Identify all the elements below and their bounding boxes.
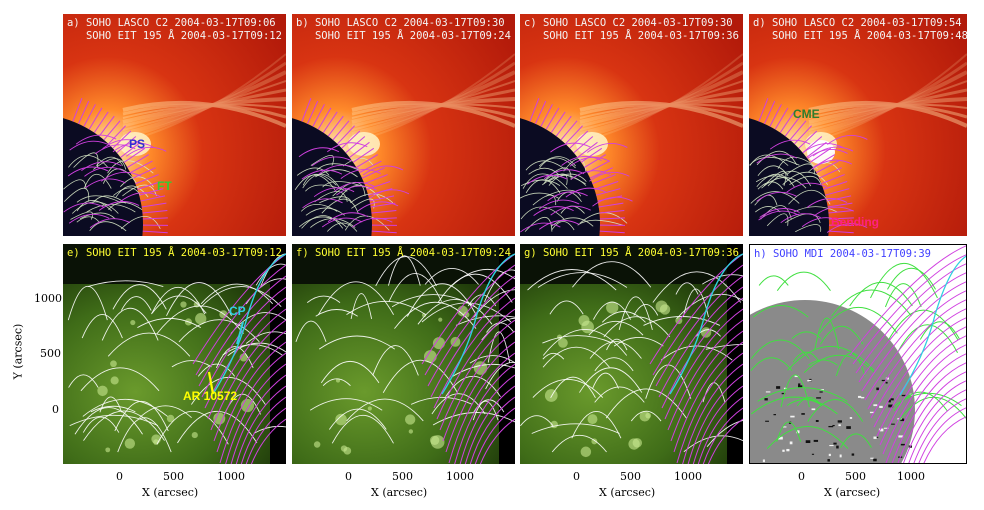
cp-field-line [669,253,743,395]
occulter-disk [292,118,372,236]
annotation-cme: CME [793,107,820,121]
panel-a: a) SOHO LASCO C2 2004-03-17T09:06 SOHO E… [63,14,286,236]
x-tick-g-0: 0 [573,470,580,483]
panel-g: g) SOHO EIT 195 Å 2004-03-17T09:36 [520,244,743,464]
x-axis-title-h: X (arcsec) [824,486,881,499]
x-tick-h-1000: 1000 [897,470,925,483]
eit-inset [520,156,628,232]
annotation-ps: PS [129,137,146,151]
lasco-image-d [749,14,967,236]
lasco-image-c [520,14,743,236]
panel-e: e) SOHO EIT 195 Å 2004-03-17T09:12 CP AR… [63,244,286,464]
panel-c: c) SOHO LASCO C2 2004-03-17T09:30 SOHO E… [520,14,743,236]
eit-image-f [292,244,515,464]
x-tick-g-500: 500 [620,470,641,483]
y-tick-0: 0 [52,403,59,416]
panel-a-label: a) SOHO LASCO C2 2004-03-17T09:06 SOHO E… [67,17,282,42]
y-axis-title: Y (arcsec) [11,323,25,380]
open-field-lines [63,97,168,234]
x-tick-e-1000: 1000 [217,470,245,483]
panel-h: h) SOHO MDI 2004-03-17T09:39 [749,244,967,464]
panel-c-label: c) SOHO LASCO C2 2004-03-17T09:30 SOHO E… [524,17,739,42]
open-field-lines [298,97,410,234]
closed-field-lines [67,253,286,453]
x-axis-title-e: X (arcsec) [142,486,199,499]
eit-inset [294,154,394,232]
lasco-image-b [292,14,515,236]
eit-image-g [520,244,743,464]
panel-d: d) SOHO LASCO C2 2004-03-17T09:54 SOHO E… [749,14,967,236]
x-tick-f-1000: 1000 [446,470,474,483]
annotation-ar: AR 10572 [183,389,238,403]
x-tick-e-500: 500 [163,470,184,483]
y-tick-500: 500 [40,347,61,360]
annotation-ft: FT [157,179,172,193]
coronal-streamers [579,53,743,143]
open-field-lines [520,97,633,234]
ar-arrow-icon [207,371,215,395]
coronal-streamers [122,53,286,143]
cp-field-line [899,255,966,396]
x-tick-e-0: 0 [116,470,123,483]
panel-f-label: f) SOHO EIT 195 Å 2004-03-17T09:24 [296,247,511,259]
mdi-image-h [750,245,966,463]
panel-h-label: h) SOHO MDI 2004-03-17T09:39 [754,248,932,260]
bright-core [348,132,380,156]
panel-e-label: e) SOHO EIT 195 Å 2004-03-17T09:12 [67,247,282,259]
annotation-bending: Bending [831,215,879,229]
bright-regions [544,300,712,458]
x-axis-title-g: X (arcsec) [599,486,656,499]
panel-d-label: d) SOHO LASCO C2 2004-03-17T09:54 SOHO E… [753,17,967,42]
cp-field-line [441,253,515,395]
panel-b: b) SOHO LASCO C2 2004-03-17T09:30 SOHO E… [292,14,515,236]
cp-field-line [212,253,286,395]
open-field-lines [421,253,515,464]
x-axis-title-f: X (arcsec) [371,486,428,499]
panel-g-label: g) SOHO EIT 195 Å 2004-03-17T09:36 [524,247,739,259]
bright-regions [313,305,488,455]
open-field-lines [649,253,743,464]
lasco-image-a [63,14,286,236]
eit-image-e [63,244,286,464]
open-field-lines [849,245,966,463]
open-field-lines [192,253,286,464]
x-tick-f-500: 500 [392,470,413,483]
x-tick-f-0: 0 [345,470,352,483]
x-tick-h-0: 0 [798,470,805,483]
annotation-cp: CP [229,304,246,318]
x-tick-h-500: 500 [845,470,866,483]
closed-field-lines [750,262,966,449]
panel-f: f) SOHO EIT 195 Å 2004-03-17T09:24 [292,244,515,464]
cp-arrow-icon [236,321,244,345]
panel-b-label: b) SOHO LASCO C2 2004-03-17T09:30 SOHO E… [296,17,511,42]
y-tick-1000: 1000 [34,292,62,305]
coronal-streamers [808,53,967,143]
coronal-streamers [351,53,515,143]
open-field-lines [756,97,868,234]
x-tick-g-1000: 1000 [674,470,702,483]
